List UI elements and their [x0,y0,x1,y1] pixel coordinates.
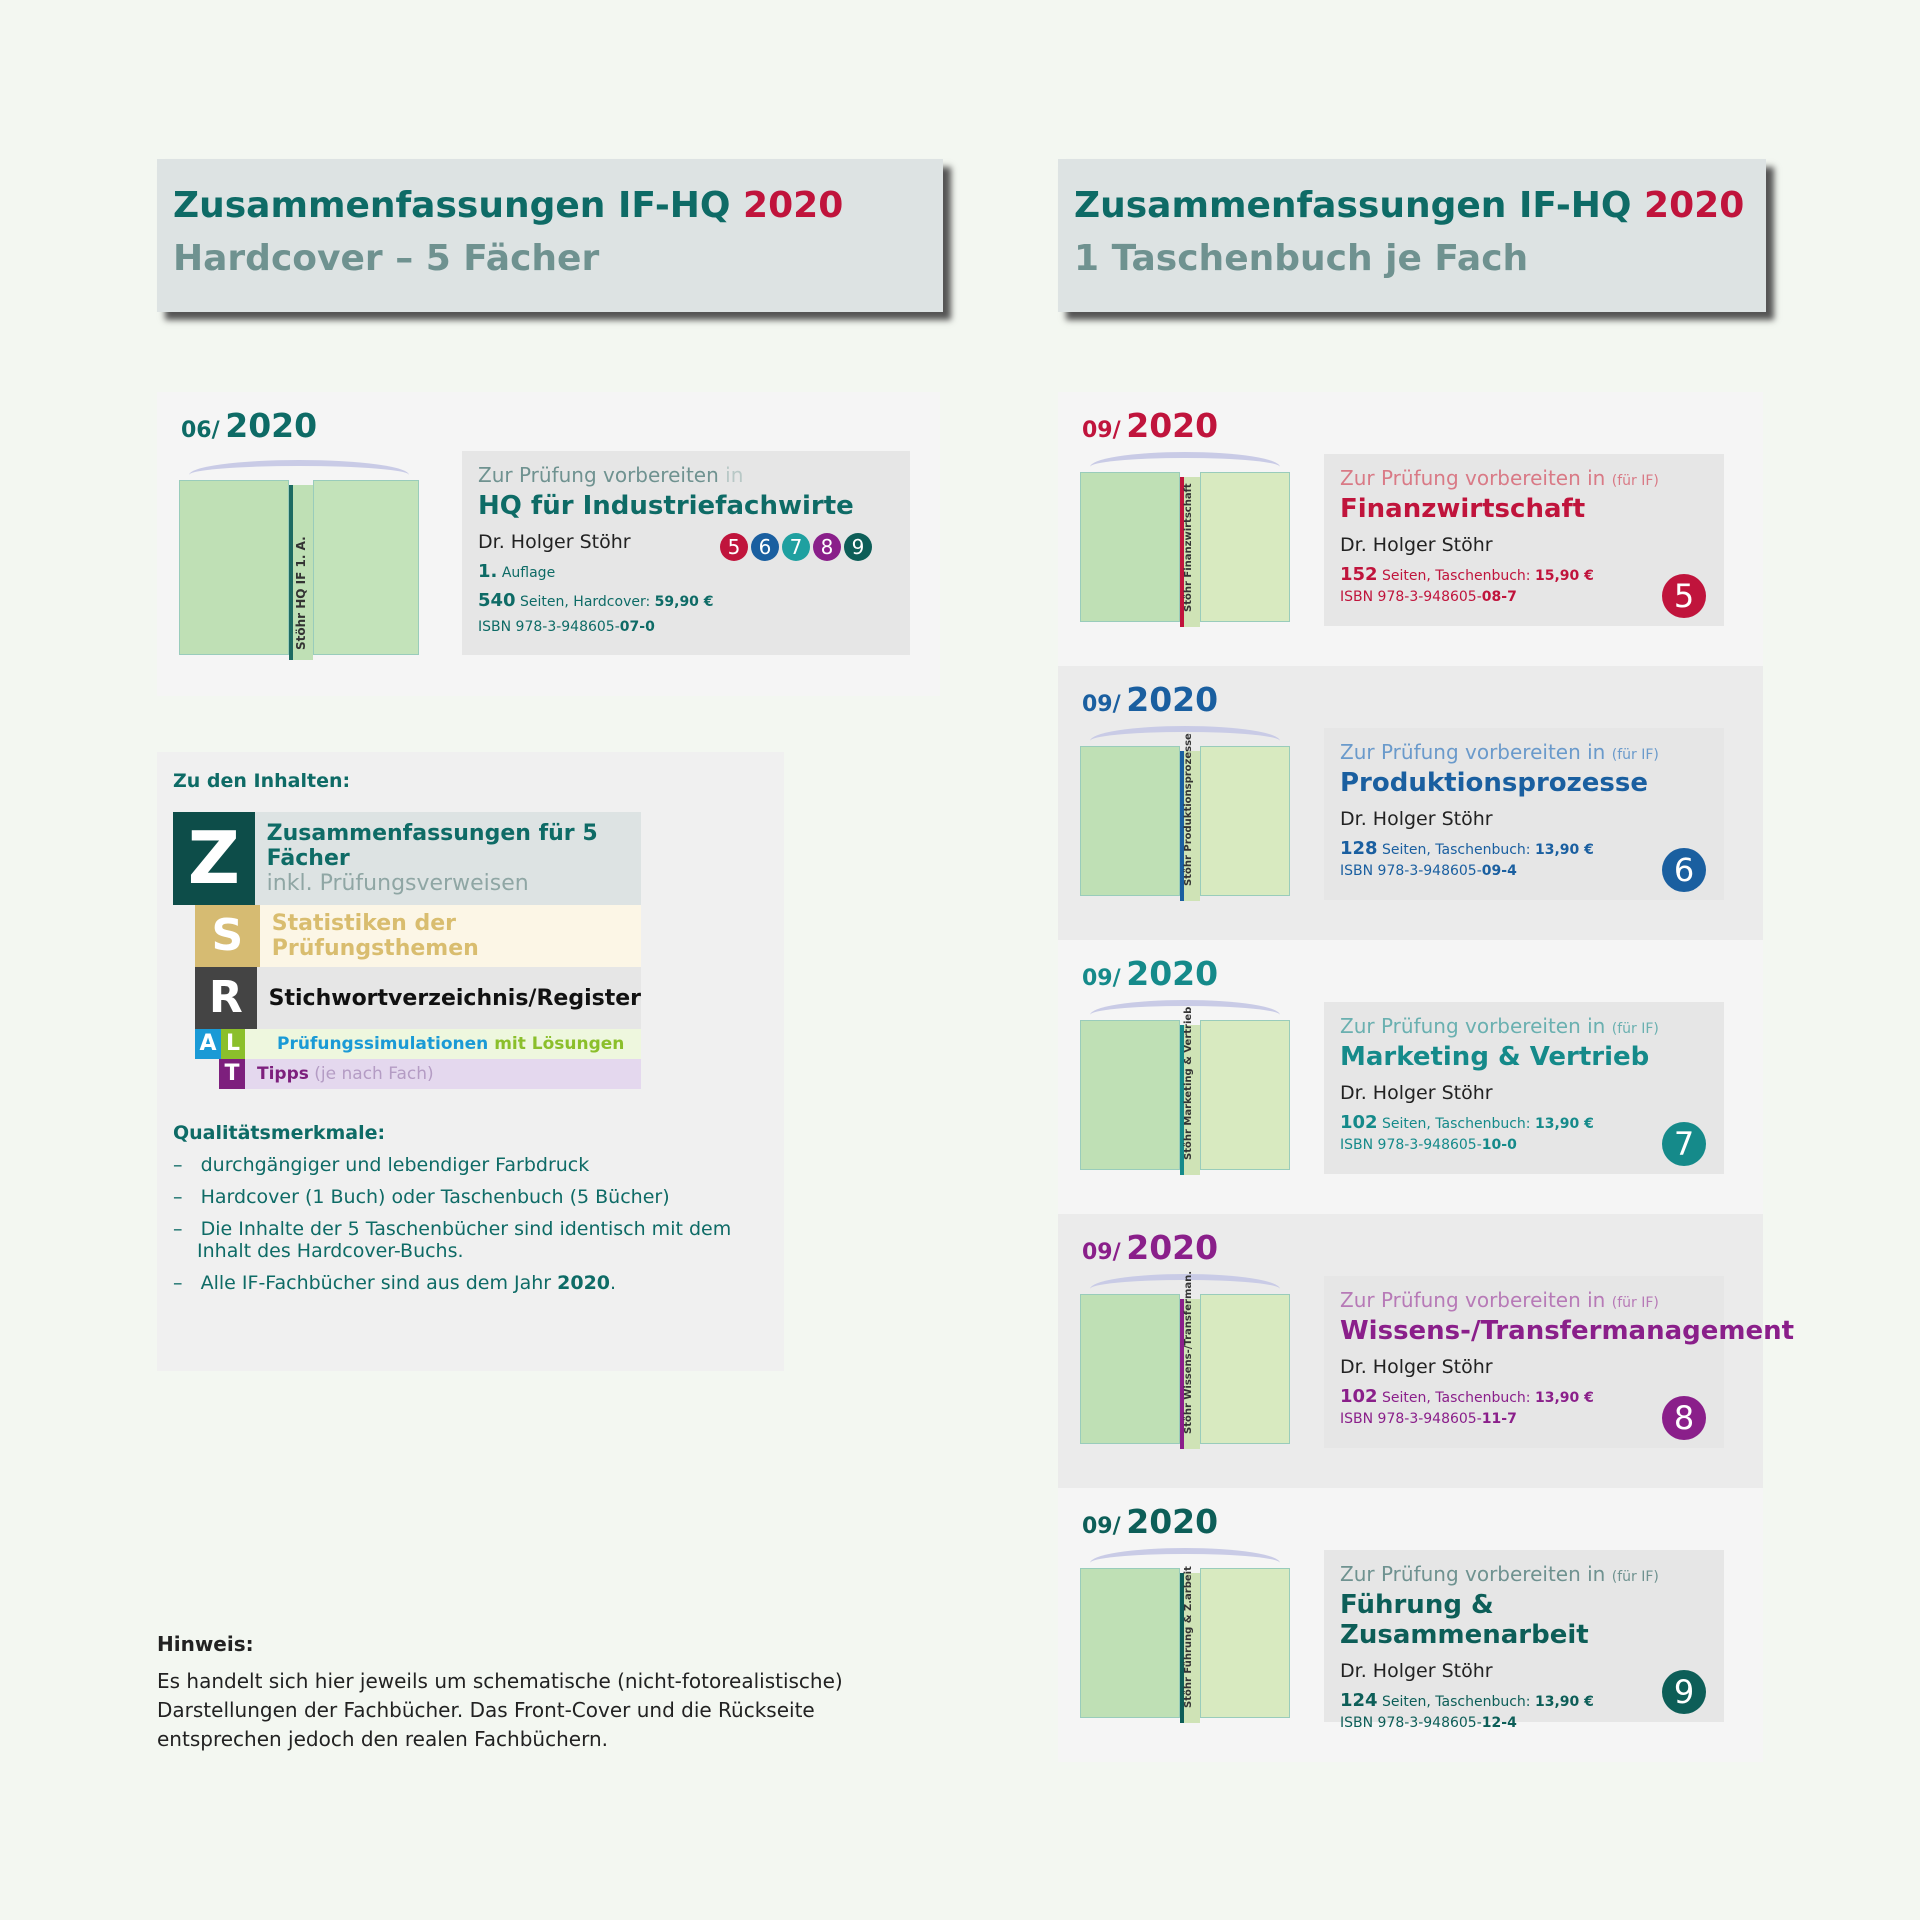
quality-item: – Alle IF-Fachbücher sind aus dem Jahr 2… [173,1272,617,1294]
book-illustration: Stöhr Produktionsprozesse [1080,726,1290,901]
header-title: Zusammenfassungen IF-HQ [1074,185,1632,226]
book-title: Marketing & Vertrieb [1340,1042,1650,1072]
header-title: Zusammenfassungen IF-HQ [173,185,731,226]
book-author: Dr. Holger Stöhr [1340,1082,1493,1104]
release-year: 2020 [1126,954,1219,993]
quality-item: – Die Inhalte der 5 Taschenbücher sind i… [173,1218,732,1262]
book-info: Zur Prüfung vorbereiten in (für IF) Führ… [1324,1550,1724,1731]
taschenbuch-card: 09/ 2020 Stöhr Führung & Z.arbeit Zur Pr… [1058,1488,1763,1762]
book-title: Führung & Zusammenarbeit [1340,1590,1589,1650]
subject-number-badge: 8 [1662,1396,1706,1440]
release-month: 09/ [1082,1240,1121,1265]
note: Hinweis: Es handelt sich hier jeweils um… [157,1632,843,1751]
price: 13,90 € [1534,842,1594,858]
book-info: Zur Prüfung vorbereiten in (für IF) Prod… [1324,728,1724,900]
release-year: 2020 [1126,1502,1219,1541]
book-info: Zur Prüfung vorbereiten in (für IF) Wiss… [1324,1276,1795,1448]
price: 15,90 € [1534,568,1594,584]
taschenbuch-card: 09/ 2020 Stöhr Wissens-/Transferman. Zur… [1058,1214,1795,1488]
legend-al: A L Prüfungssimulationen mit Lösungen [195,1029,641,1059]
taschenbuch-card: 09/ 2020 Stöhr Produktionsprozesse Zur P… [1058,666,1763,940]
release-month: 09/ [1082,966,1121,991]
book-title: Wissens-/Transfermanagement [1340,1316,1795,1346]
header-subtitle: Hardcover – 5 Fächer [173,238,600,279]
book-illustration: Stöhr Führung & Z.arbeit [1080,1548,1290,1723]
taschenbuch-card: 09/ 2020 Stöhr Finanzwirtschaft Zur Prüf… [1058,392,1763,666]
taschenbuch-card: 09/ 2020 Stöhr Marketing & Vertrieb Zur … [1058,940,1763,1214]
z-logo-icon: Z [173,812,255,905]
price: 59,90 € [654,594,714,610]
release-year: 2020 [1126,680,1219,719]
legend-z: Z Zusammenfassungen für 5 Fächer inkl. Pr… [173,812,641,905]
header-subtitle: 1 Taschenbuch je Fach [1074,238,1529,279]
book-author: Dr. Holger Stöhr [1340,1356,1493,1378]
hardcover-info: Zur Prüfung vorbereiten in HQ für Indust… [462,451,910,655]
header-year: 2020 [1644,185,1745,226]
header-year: 2020 [743,185,844,226]
legend-t: T Tipps (je nach Fach) [219,1059,641,1089]
book-author: Dr. Holger Stöhr [1340,808,1493,830]
book-illustration: Stöhr HQ IF 1. A. [179,460,419,660]
release-month: 09/ [1082,418,1121,443]
release-month: 09/ [1082,1514,1121,1539]
book-author: Dr. Holger Stöhr [1340,1660,1493,1682]
quality-item: – durchgängiger und lebendiger Farbdruck [173,1154,590,1176]
price: 13,90 € [1534,1116,1594,1132]
book-title: Produktionsprozesse [1340,768,1648,798]
release-year: 2020 [1126,406,1219,445]
price: 13,90 € [1534,1694,1594,1710]
book-title: Finanzwirtschaft [1340,494,1586,524]
book-title: HQ für Industriefachwirte [478,491,854,521]
quality-item: – Hardcover (1 Buch) oder Taschenbuch (5… [173,1186,670,1208]
book-info: Zur Prüfung vorbereiten in (für IF) Mark… [1324,1002,1724,1174]
book-illustration: Stöhr Marketing & Vertrieb [1080,1000,1290,1175]
subject-numbers: 5 6 7 8 9 [720,533,872,561]
legend-s: S Statistiken der Prüfungsthemen [195,905,641,967]
subject-number-badge: 7 [1662,1122,1706,1166]
release-year: 2020 [1126,1228,1219,1267]
header-taschenbuch: Zusammenfassungen IF-HQ 2020 1 Taschenbu… [1058,159,1766,312]
subject-number-badge: 6 [1662,848,1706,892]
book-illustration: Stöhr Wissens-/Transferman. [1080,1271,1290,1449]
book-author: Dr. Holger Stöhr [478,531,631,553]
release-year: 2020 [225,406,318,445]
price: 13,90 € [1534,1390,1594,1406]
legend-r: R Stichwortverzeichnis/Register [195,967,641,1029]
release-month: 06/ [181,418,220,443]
quality-section: Qualitätsmerkmale: – durchgängiger und l… [173,1122,773,1294]
subject-number-badge: 5 [1662,574,1706,618]
subject-number-badge: 9 [1662,1670,1706,1714]
release-month: 09/ [1082,692,1121,717]
hardcover-card: 06/ 2020 Stöhr HQ IF 1. A. Zur Prüfung v… [157,392,940,696]
book-author: Dr. Holger Stöhr [1340,534,1493,556]
book-illustration: Stöhr Finanzwirtschaft [1080,452,1290,627]
book-info: Zur Prüfung vorbereiten in (für IF) Fina… [1324,454,1724,626]
contents-heading: Zu den Inhalten: [173,770,351,792]
header-hardcover: Zusammenfassungen IF-HQ 2020 Hardcover –… [157,159,943,312]
contents-panel: Zu den Inhalten: Z Zusammenfassungen für… [157,752,784,1371]
